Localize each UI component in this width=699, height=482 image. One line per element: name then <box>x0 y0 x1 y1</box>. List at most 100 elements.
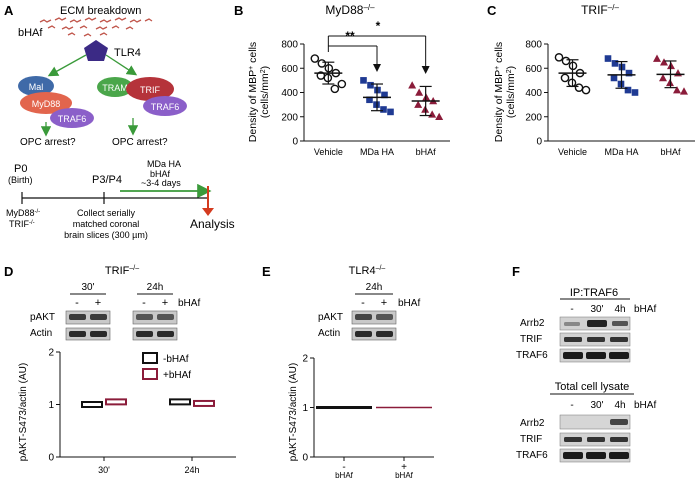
data-point <box>360 77 367 84</box>
d-plus-1: + <box>95 297 101 309</box>
data-point <box>653 54 661 62</box>
d-plus-2: + <box>162 297 168 309</box>
f-col-3: 4h <box>614 304 625 315</box>
f-col-1: - <box>570 304 573 315</box>
opc-left-label: OPC arrest? <box>20 137 76 148</box>
data-point <box>631 89 639 96</box>
data-point <box>604 55 612 62</box>
data-point <box>611 60 619 67</box>
e-x-sub-1: bHAf <box>335 471 354 480</box>
opc-right-label: OPC arrest? <box>112 137 168 148</box>
y-tick-label: 2 <box>48 348 54 359</box>
panel-e-plot: 0 1 2 <box>302 354 434 464</box>
data-point <box>415 88 424 96</box>
trif-adaptor <box>126 77 174 101</box>
f-total-label: Total cell lysate <box>555 381 630 393</box>
x-tick-label: bHAf <box>660 147 681 157</box>
collect-line-1: Collect serially <box>77 208 136 218</box>
panel-d-title: TRIF–/– <box>105 265 139 277</box>
data-point <box>660 58 668 66</box>
y-tick-label: 1 <box>48 400 54 411</box>
f-band-trif-total: TRIF <box>520 434 542 445</box>
legend-plus-label: +bHAf <box>163 370 191 381</box>
panel-f-letter: F <box>512 264 520 279</box>
d-bhaf-label: bHAf <box>178 298 200 309</box>
traf6-right-label: TRAF6 <box>151 102 180 112</box>
data-point <box>674 69 682 77</box>
data-point <box>625 69 633 77</box>
data-point <box>673 86 681 94</box>
e-x-plus: + <box>401 462 407 473</box>
y-tick-label: 2 <box>302 354 308 365</box>
bar <box>169 398 191 406</box>
data-point <box>574 83 584 92</box>
panel-c-ylabel-1: Density of MBP+ cells <box>493 42 505 142</box>
data-point <box>610 74 618 82</box>
panel-c: C TRIF–/– Density of MBP+ cells (cells/m… <box>487 3 695 157</box>
e-time-24h: 24h <box>366 282 383 293</box>
f-band-traf6: TRAF6 <box>516 350 548 361</box>
f-band-traf6-total: TRAF6 <box>516 450 548 461</box>
f-col-6: 4h <box>614 400 625 411</box>
panel-d-ylabel: pAKT-S473/actin (AU) <box>18 363 29 461</box>
f-col-2: 30' <box>590 304 603 315</box>
panel-e-ylabel: pAKT-S473/actin (AU) <box>288 363 299 461</box>
bar <box>193 399 215 407</box>
data-point <box>310 54 320 63</box>
genotype-1: MyD88-/- <box>6 208 40 218</box>
d-band-pakt: pAKT <box>30 312 55 323</box>
x-tick-label: MDa HA <box>604 147 638 157</box>
panel-c-letter: C <box>487 3 497 18</box>
e-blot <box>351 310 397 341</box>
bar <box>81 401 103 408</box>
panel-b-ylabel-1: Density of MBP+ cells <box>247 42 259 142</box>
panel-c-plot: 0 200 400 600 800 Vehicle MDa HA bHAf <box>525 40 695 157</box>
analysis-label: Analysis <box>190 217 235 231</box>
data-point <box>366 96 373 104</box>
f-blot-total <box>559 414 631 463</box>
x-tick-label: Vehicle <box>558 147 587 157</box>
bhaf-label: bHAf <box>18 27 43 39</box>
panel-b: B MyD88–/– Density of MBP+ cells (cells/… <box>234 3 450 157</box>
ecm-fragments <box>39 17 153 37</box>
time-30: 30' <box>81 282 94 293</box>
x-tick-label: bHAf <box>416 147 437 157</box>
f-bhaf-1: bHAf <box>634 304 656 315</box>
panel-b-letter: B <box>234 3 243 18</box>
traf6-left-label: TRAF6 <box>58 114 87 124</box>
tlr4-receptor <box>84 40 108 61</box>
mal-label: Mal <box>29 82 44 92</box>
d-band-actin: Actin <box>30 328 52 339</box>
myd88-label: MyD88 <box>32 99 61 109</box>
data-point <box>561 56 571 66</box>
f-band-arrb2-total: Arrb2 <box>520 418 545 429</box>
p0-label: P0 <box>14 163 27 175</box>
time-24h: 24h <box>147 282 164 293</box>
data-point <box>408 81 417 89</box>
trif-label: TRIF <box>140 85 160 95</box>
bar <box>105 398 127 406</box>
tram-adaptor <box>97 77 133 97</box>
data-point <box>435 112 444 121</box>
p3p4-label: P3/P4 <box>92 174 122 186</box>
x-tick-label: Vehicle <box>314 147 343 157</box>
f-blot-ip <box>559 316 631 363</box>
traf6-right <box>143 96 187 116</box>
panel-b-title: MyD88–/– <box>325 3 375 17</box>
y-tick-label: 400 <box>281 88 298 99</box>
y-tick-label: 800 <box>525 40 542 51</box>
e-plus: + <box>381 297 387 309</box>
mal-adaptor <box>18 76 54 96</box>
treatment-3: ~3-4 days <box>141 178 181 188</box>
panel-b-plot: 0 200 400 600 800 Vehicle MDa HA bHAf <box>281 35 450 157</box>
data-point <box>428 110 437 118</box>
collect-line-3: brain slices (300 µm) <box>64 230 148 240</box>
birth-label: (Birth) <box>8 175 33 185</box>
y-tick-label: 800 <box>281 40 298 51</box>
data-point <box>581 85 591 95</box>
y-tick-label: 600 <box>281 64 298 75</box>
data-point <box>554 53 564 62</box>
e-bhaf-label: bHAf <box>398 298 420 309</box>
data-point <box>387 108 394 116</box>
